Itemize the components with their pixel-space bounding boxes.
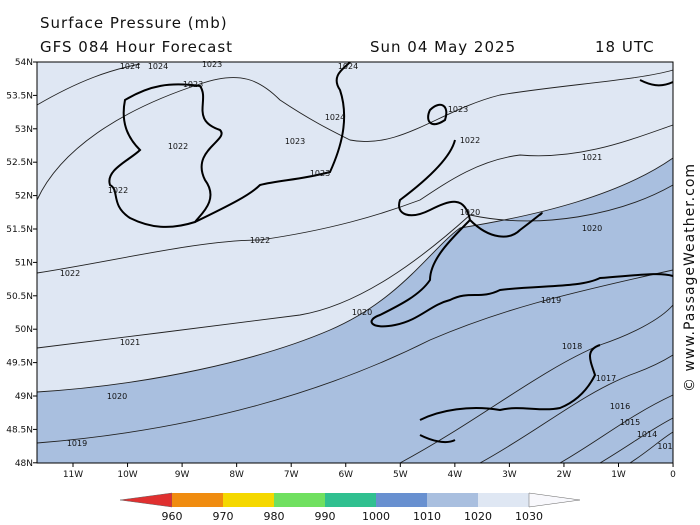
- isobar-label: 1021: [120, 338, 140, 347]
- lat-label: 52N: [15, 192, 33, 202]
- lat-label: 52.5N: [6, 158, 33, 168]
- colorbar: [119, 492, 581, 508]
- lon-label: 0: [670, 470, 676, 480]
- lon-label: 9W: [175, 470, 190, 480]
- isobar-label: 1017: [596, 374, 616, 383]
- isobar-label: 1019: [541, 296, 561, 305]
- lat-label: 49N: [15, 392, 33, 402]
- colorbar-label: 1030: [515, 510, 543, 523]
- date: Sun 04 May 2025: [370, 38, 516, 56]
- colorbar-label: 1000: [362, 510, 390, 523]
- lon-label: 10W: [117, 470, 137, 480]
- lon-label: 5W: [393, 470, 408, 480]
- isobar-label: 1024: [120, 62, 140, 71]
- lon-label: 3W: [502, 470, 517, 480]
- isobar-label: 1022: [168, 142, 188, 151]
- isobar-label: 1022: [250, 236, 270, 245]
- lon-label: 6W: [338, 470, 353, 480]
- lon-label: 11W: [63, 470, 83, 480]
- isobar-label: 1024: [325, 113, 345, 122]
- isobar-label: 1023: [448, 105, 468, 114]
- credit: © www.PassageWeather.com: [682, 163, 698, 392]
- isobar-label: 1024: [338, 62, 358, 71]
- colorbar-label: 1010: [413, 510, 441, 523]
- isobar-label: 1020: [107, 392, 127, 401]
- isobar-label: 1015: [620, 418, 640, 427]
- isobar-label: 1024: [148, 62, 168, 71]
- time: 18 UTC: [595, 38, 655, 56]
- isobar-label: 1023: [183, 80, 203, 89]
- isobar-label: 1020: [582, 224, 602, 233]
- isobar-label: 1022: [60, 269, 80, 278]
- isobar-label: 1019: [67, 439, 87, 448]
- lat-label: 48.5N: [6, 425, 33, 435]
- lat-label: 51N: [15, 258, 33, 268]
- lat-label: 50.5N: [6, 292, 33, 302]
- isobar-label: 1022: [460, 136, 480, 145]
- isobar-label: 1018: [562, 342, 582, 351]
- colorbar-label: 960: [162, 510, 183, 523]
- isobar-label: 101: [657, 442, 672, 451]
- isobar-label: 1021: [582, 153, 602, 162]
- colorbar-label: 1020: [464, 510, 492, 523]
- isobar-label: 1023: [310, 169, 330, 178]
- lon-label: 7W: [284, 470, 299, 480]
- isobar-label: 1016: [610, 402, 630, 411]
- lon-label: 1W: [611, 470, 626, 480]
- lon-label: 2W: [557, 470, 572, 480]
- model: GFS 084 Hour Forecast: [40, 38, 233, 56]
- lat-label: 48N: [15, 459, 33, 469]
- isobar-label: 1014: [637, 430, 657, 439]
- isobar-label: 1023: [285, 137, 305, 146]
- lat-label: 53.5N: [6, 91, 33, 101]
- isobars: [36, 63, 674, 464]
- map-area: [36, 61, 674, 464]
- lat-label: 51.5N: [6, 225, 33, 235]
- lat-label: 50N: [15, 325, 33, 335]
- lat-label: 49.5N: [6, 359, 33, 369]
- coastlines: [108, 61, 674, 444]
- isobar-label: 1020: [460, 208, 480, 217]
- lat-label: 53N: [15, 125, 33, 135]
- lon-label: 4W: [448, 470, 463, 480]
- colorbar-label: 970: [213, 510, 234, 523]
- isobar-label: 1023: [202, 60, 222, 69]
- title: Surface Pressure (mb): [40, 14, 228, 32]
- lon-label: 8W: [229, 470, 244, 480]
- colorbar-label: 990: [315, 510, 336, 523]
- lat-label: 54N: [15, 58, 33, 68]
- isobar-label: 1020: [352, 308, 372, 317]
- colorbar-label: 980: [264, 510, 285, 523]
- isobar-label: 1022: [108, 186, 128, 195]
